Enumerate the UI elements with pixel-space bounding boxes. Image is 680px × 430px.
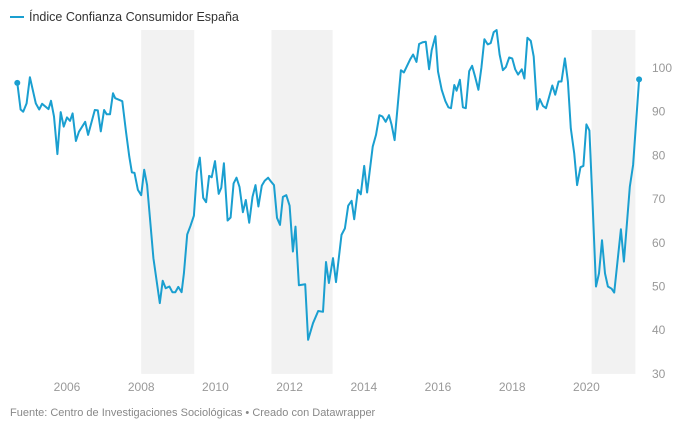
legend-swatch bbox=[10, 15, 24, 19]
x-tick-label: 2020 bbox=[573, 380, 600, 394]
x-tick-label: 2018 bbox=[499, 380, 526, 394]
x-tick-label: 2006 bbox=[54, 380, 81, 394]
x-tick-label: 2010 bbox=[202, 380, 229, 394]
x-tick-label: 2008 bbox=[128, 380, 155, 394]
y-tick-label: 90 bbox=[652, 105, 666, 119]
y-tick-label: 30 bbox=[652, 367, 666, 381]
series-line bbox=[16, 29, 641, 341]
legend-label: Índice Confianza Consumidor España bbox=[29, 10, 239, 24]
end-point-marker bbox=[636, 76, 643, 83]
y-tick-label: 40 bbox=[652, 323, 666, 337]
source-footer: Fuente: Centro de Investigaciones Sociol… bbox=[10, 407, 376, 419]
y-tick-label: 100 bbox=[652, 61, 672, 75]
shaded-period bbox=[271, 29, 333, 374]
y-tick-label: 60 bbox=[652, 236, 666, 250]
y-tick-label: 70 bbox=[652, 192, 666, 206]
x-tick-label: 2016 bbox=[425, 380, 452, 394]
y-tick-label: 80 bbox=[652, 148, 666, 162]
start-point-marker bbox=[14, 79, 21, 86]
x-tick-label: 2014 bbox=[350, 380, 377, 394]
y-tick-label: 50 bbox=[652, 280, 666, 294]
shaded-period bbox=[141, 29, 195, 374]
x-tick-label: 2012 bbox=[276, 380, 303, 394]
legend: Índice Confianza Consumidor España bbox=[10, 10, 239, 24]
